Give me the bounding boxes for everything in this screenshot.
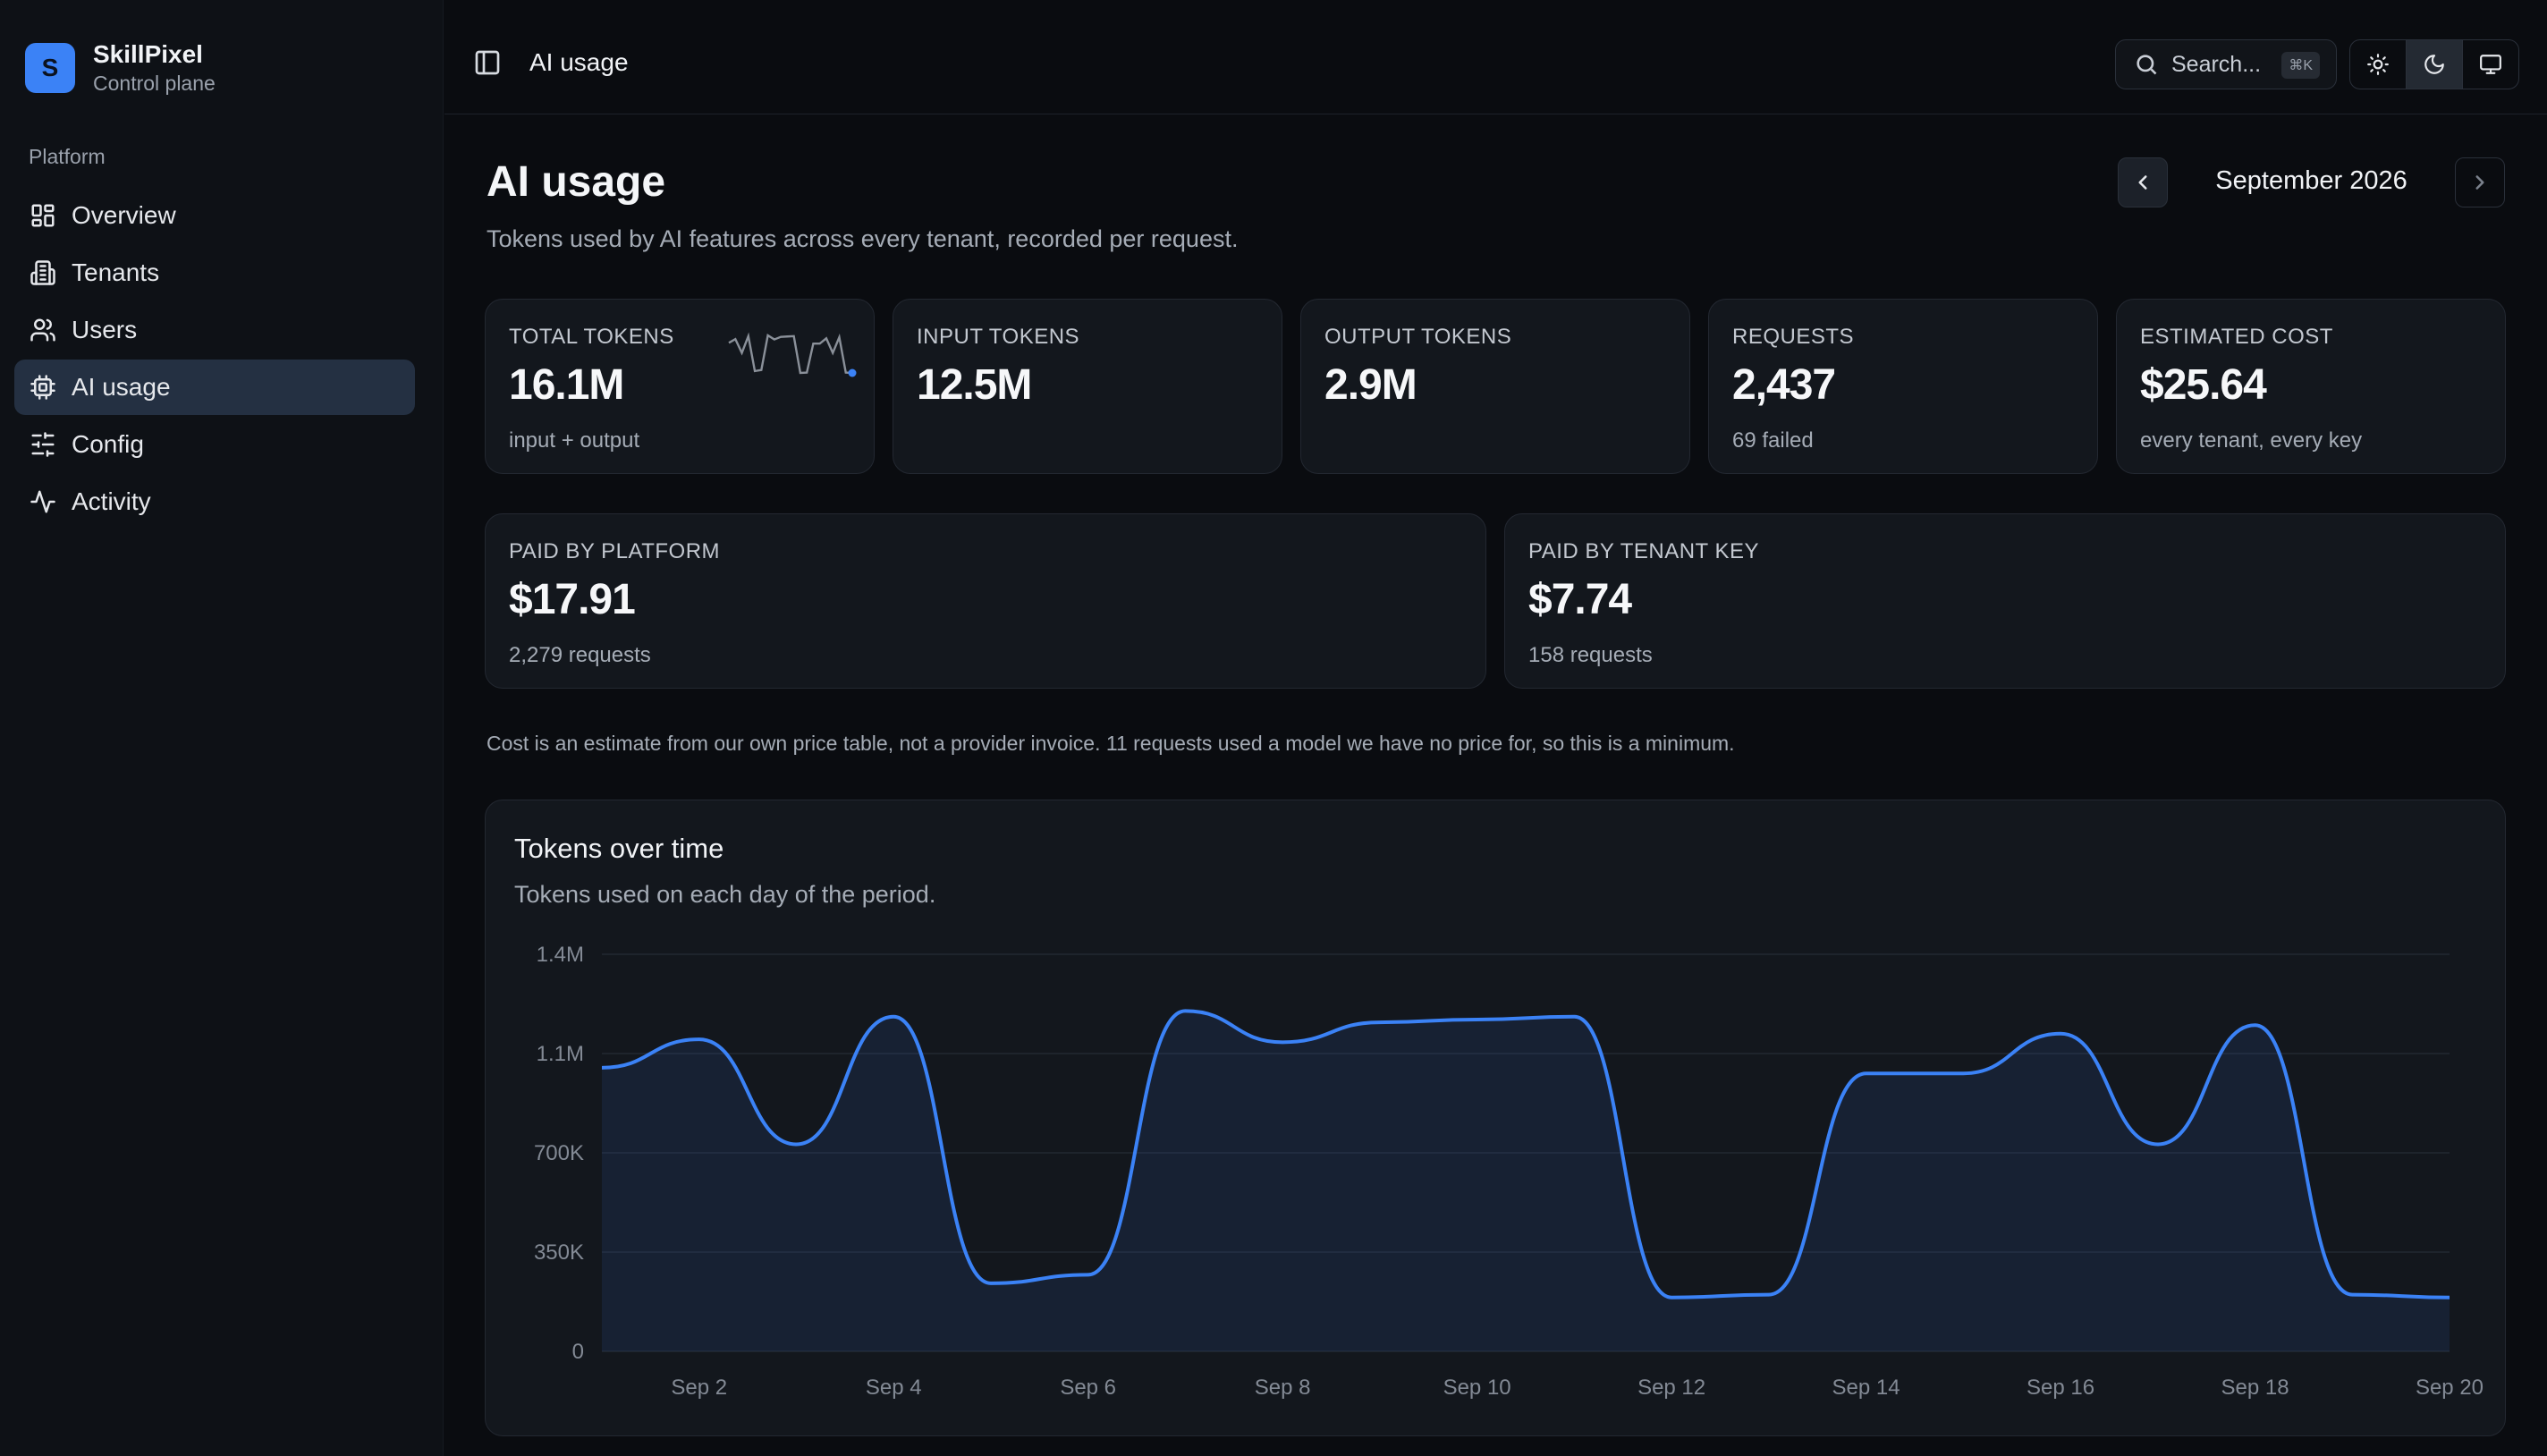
y-tick-label: 350K <box>534 1240 584 1265</box>
stat-label: PAID BY TENANT KEY <box>1528 539 1759 563</box>
sidebar-item-label: Users <box>72 316 138 343</box>
chip-icon <box>29 373 57 402</box>
users-icon <box>29 316 57 344</box>
sidebar-item-label: Tenants <box>72 258 160 286</box>
cost-note: Cost is an estimate from our own price t… <box>487 732 1735 755</box>
x-tick-label: Sep 4 <box>866 1376 922 1400</box>
sidebar-panel-icon <box>475 50 500 75</box>
search-shortcut: ⌘K <box>2281 52 2320 79</box>
search-input[interactable]: Search... ⌘K <box>2115 39 2337 89</box>
next-month-button[interactable] <box>2455 157 2505 207</box>
month-label: September 2026 <box>2215 166 2407 195</box>
sidebar-item-overview[interactable]: Overview <box>14 188 415 243</box>
stat-card-input-tokens: INPUT TOKENS 12.5M <box>893 299 1282 474</box>
stat-sub: every tenant, every key <box>2140 428 2363 453</box>
search-icon <box>2137 55 2157 75</box>
x-tick-label: Sep 2 <box>671 1376 727 1400</box>
brand-name: SkillPixel <box>93 40 203 68</box>
paid-by-platform-card: PAID BY PLATFORM $17.91 2,279 requests <box>485 513 1486 689</box>
sidebar-item-users[interactable]: Users <box>14 302 415 358</box>
stat-value: 12.5M <box>917 361 1032 409</box>
x-tick-label: Sep 6 <box>1060 1376 1116 1400</box>
x-tick-label: Sep 18 <box>2221 1376 2289 1400</box>
y-tick-label: 700K <box>534 1141 584 1165</box>
sidebar-toggle-button[interactable] <box>473 48 503 79</box>
stat-sub: 69 failed <box>1732 428 1814 453</box>
sidebar-item-label: Overview <box>72 201 176 229</box>
brand-subtitle: Control plane <box>93 72 216 95</box>
sidebar-item-activity[interactable]: Activity <box>14 474 415 529</box>
sidebar-item-label: Activity <box>72 487 151 515</box>
search-placeholder: Search... <box>2171 51 2262 77</box>
stat-value: 2,437 <box>1732 361 1836 409</box>
tokens-over-time-chart: 0 350K 700K 1.1M 1.4M Sep 2 Sep 4 Sep 6 Sep 8 Sep… <box>534 943 2484 1400</box>
sidebar-item-label: AI usage <box>72 373 171 401</box>
monitor-icon <box>2480 55 2501 74</box>
x-tick-label: Sep 20 <box>2416 1376 2484 1400</box>
moon-icon <box>2424 55 2444 74</box>
theme-light-button[interactable] <box>2350 40 2406 89</box>
y-tick-label: 0 <box>572 1340 584 1364</box>
theme-system-button[interactable] <box>2462 40 2518 89</box>
total-tokens-sparkline <box>728 332 857 377</box>
stat-card-requests: REQUESTS 2,437 69 failed <box>1708 299 2098 474</box>
stat-sub: input + output <box>509 428 640 453</box>
stat-value: 16.1M <box>509 361 624 409</box>
stat-value: $17.91 <box>509 576 636 623</box>
x-tick-label: Sep 12 <box>1637 1376 1705 1400</box>
sidebar-item-label: Config <box>72 430 144 458</box>
dashboard-icon <box>29 201 57 230</box>
x-tick-label: Sep 10 <box>1443 1376 1511 1400</box>
sliders-icon <box>29 430 57 459</box>
stat-sub: 2,279 requests <box>509 643 651 667</box>
stat-value: $7.74 <box>1528 576 1632 623</box>
chevron-right-icon <box>2475 175 2484 190</box>
brand-logo: S <box>25 43 75 93</box>
y-tick-label: 1.1M <box>537 1042 584 1066</box>
brand[interactable]: S SkillPixel Control plane <box>25 39 216 97</box>
theme-dark-button[interactable] <box>2406 40 2462 89</box>
stat-label: INPUT TOKENS <box>917 325 1080 349</box>
stat-label: REQUESTS <box>1732 325 1855 349</box>
stat-value: 2.9M <box>1324 361 1417 409</box>
stat-label: PAID BY PLATFORM <box>509 539 721 563</box>
x-tick-label: Sep 14 <box>1832 1376 1900 1400</box>
x-tick-label: Sep 8 <box>1255 1376 1311 1400</box>
x-tick-label: Sep 16 <box>2027 1376 2094 1400</box>
stat-label: OUTPUT TOKENS <box>1324 325 1512 349</box>
chevron-left-icon <box>2138 175 2147 190</box>
stat-card-total-tokens: TOTAL TOKENS 16.1M input + output <box>485 299 875 474</box>
activity-icon <box>29 487 57 516</box>
stat-card-output-tokens: OUTPUT TOKENS 2.9M <box>1300 299 1690 474</box>
stat-sub: 158 requests <box>1528 643 1653 667</box>
sidebar-nav: Overview Tenants Users AI usage Config <box>14 188 415 531</box>
building-icon <box>29 258 57 287</box>
stat-label: TOTAL TOKENS <box>509 325 674 349</box>
topbar: AI usage Search... ⌘K <box>444 14 2547 114</box>
stat-card-estimated-cost: ESTIMATED COST $25.64 every tenant, ever… <box>2116 299 2506 474</box>
y-tick-label: 1.4M <box>537 943 584 967</box>
theme-switcher <box>2349 39 2519 89</box>
sparkline-dot <box>848 368 857 377</box>
chart-title: Tokens over time <box>514 833 724 864</box>
paid-by-tenant-key-card: PAID BY TENANT KEY $7.74 158 requests <box>1504 513 2506 689</box>
sun-icon <box>2367 54 2389 75</box>
stat-label: ESTIMATED COST <box>2140 325 2333 349</box>
page-subtitle: Tokens used by AI features across every … <box>487 225 1239 252</box>
nav-group-label: Platform <box>29 145 106 168</box>
tokens-over-time-card: 0 350K 700K 1.1M 1.4M Sep 2 Sep 4 Sep 6 Sep 8 Sep… <box>485 800 2506 1436</box>
sidebar-item-tenants[interactable]: Tenants <box>14 245 415 301</box>
topbar-title: AI usage <box>529 48 629 76</box>
previous-month-button[interactable] <box>2118 157 2168 207</box>
sparkline-line <box>728 332 853 375</box>
stat-value: $25.64 <box>2140 361 2267 409</box>
area-fill <box>602 1011 2450 1351</box>
series-line <box>601 1009 2450 1299</box>
page-title: AI usage <box>487 158 666 206</box>
chart-subtitle: Tokens used on each day of the period. <box>514 881 936 908</box>
sidebar: S SkillPixel Control plane Platform Over… <box>0 0 444 1456</box>
sidebar-item-config[interactable]: Config <box>14 417 415 472</box>
sidebar-item-ai-usage[interactable]: AI usage <box>14 360 415 415</box>
